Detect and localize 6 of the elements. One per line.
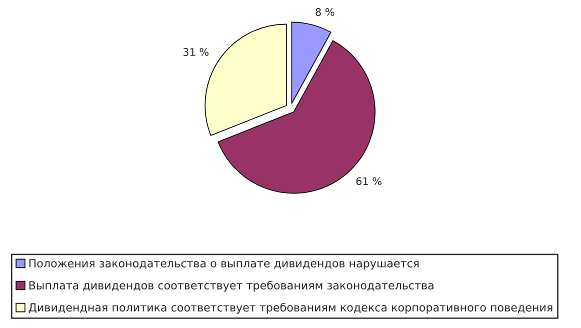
data-label: 31 % (183, 48, 209, 56)
legend-label: Положения законодательства о выплате дивидендов нарушается (29, 259, 419, 270)
legend-label: Дивидендная политика соответствует требованиям кодекса корпоративного поведения (28, 302, 552, 314)
data-label: 8 % (316, 8, 334, 16)
data-label: 61 % (356, 177, 382, 186)
legend-label: Выплата дивидендов соответствует требованиям законодательства (29, 280, 434, 292)
